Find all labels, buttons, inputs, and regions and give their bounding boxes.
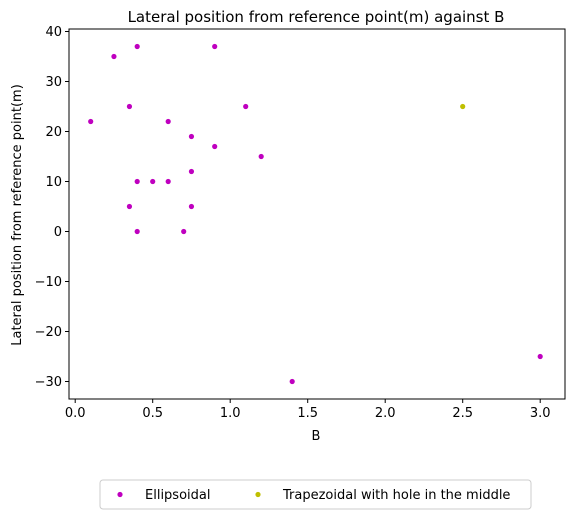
data-point-series-0-16 [243, 103, 249, 110]
data-point-series-0-11 [188, 133, 195, 140]
x-tick-label: 3.0 [530, 406, 551, 421]
x-tick-label: 2.0 [375, 406, 396, 421]
data-point-series-0-14 [212, 43, 218, 50]
y-tick-label: −10 [35, 275, 62, 290]
x-tick-label: 2.5 [452, 406, 473, 421]
data-point-series-0-2 [126, 103, 133, 110]
data-point-series-0-10 [181, 228, 187, 235]
data-point-series-0-15 [212, 143, 218, 150]
data-point-series-0-9 [165, 178, 171, 185]
data-point-series-0-18 [289, 378, 295, 385]
legend-marker-ellipsoidal [117, 491, 123, 498]
x-tick-label: 1.5 [297, 406, 318, 421]
y-tick-label: 30 [45, 75, 62, 90]
data-point-series-0-7 [150, 178, 156, 185]
data-point-series-0-17 [258, 153, 264, 160]
x-tick-label: 1.0 [220, 406, 241, 421]
axes: 0.0 0.5 1.0 1.5 2.0 2.5 3.0 −30 −20 −10 0 10 20 30 40 [35, 25, 566, 421]
y-tick-label: 40 [45, 25, 62, 40]
plot-frame [68, 28, 566, 400]
data-point-series-0-8 [165, 118, 171, 125]
chart-title: Lateral position from reference point(m)… [128, 8, 505, 26]
data-point-series-1-0 [460, 103, 466, 110]
x-axis-title: B [312, 429, 321, 444]
data-point-series-0-13 [188, 203, 195, 210]
legend-label-ellipsoidal: Ellipsoidal [145, 488, 210, 503]
y-tick-label: −20 [35, 325, 62, 340]
data-point-series-0-5 [134, 178, 140, 185]
legend-box [99, 479, 532, 510]
data-point-series-0-3 [126, 203, 133, 210]
plot-area [88, 43, 543, 385]
y-axis-title: Lateral position from reference point(m) [10, 84, 25, 346]
y-tick-label: 20 [45, 125, 62, 140]
x-tick-label: 0.5 [142, 406, 163, 421]
data-point-series-0-12 [188, 168, 195, 175]
legend-marker-trapezoidal [255, 491, 261, 498]
y-tick-label: −30 [35, 375, 62, 390]
x-tick-label: 0.0 [65, 406, 86, 421]
legend-label-trapezoidal: Trapezoidal with hole in the middle [282, 488, 510, 503]
data-point-series-0-4 [134, 43, 140, 50]
legend: Ellipsoidal Trapezoidal with hole in the… [99, 479, 532, 510]
data-point-series-0-0 [88, 118, 94, 125]
data-point-series-0-19 [537, 353, 543, 360]
data-point-series-0-6 [134, 228, 140, 235]
data-point-series-0-1 [111, 53, 117, 60]
y-tick-label: 0 [54, 225, 62, 240]
y-tick-label: 10 [45, 175, 62, 190]
